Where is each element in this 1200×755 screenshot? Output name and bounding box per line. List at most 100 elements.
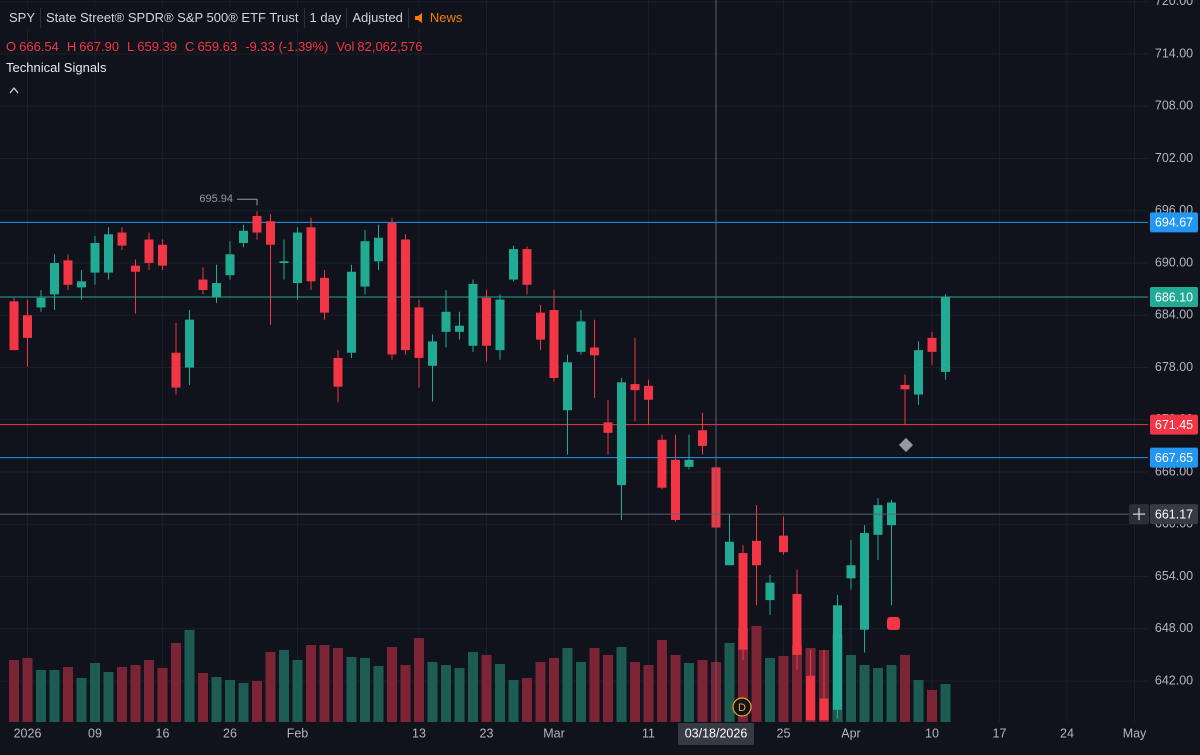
volume-bar: [765, 657, 775, 722]
candle-body: [752, 540, 761, 566]
candle-body: [536, 312, 545, 340]
y-tick-label: 714.00: [1155, 46, 1193, 60]
candle-body: [387, 222, 397, 355]
candle-body: [225, 254, 235, 276]
y-tick-label: 666.00: [1155, 464, 1193, 478]
signal-diamond: [898, 437, 914, 453]
candle-body: [725, 541, 734, 566]
crosshair-date-box: [678, 723, 754, 745]
x-tick-label: 17: [993, 726, 1007, 740]
x-tick-label: 26: [223, 726, 237, 740]
crosshair-label-box: [1150, 504, 1198, 525]
volume-bar: [117, 667, 127, 722]
candle-body: [860, 533, 869, 630]
y-tick-label: 648.00: [1155, 621, 1193, 635]
volume-bar: [495, 664, 505, 722]
symbol-name: State Street® SPDR® S&P 500® ETF Trust: [41, 8, 305, 28]
x-tick-label: 13: [412, 726, 426, 740]
candle-body: [293, 232, 302, 284]
volume-bar: [211, 676, 222, 722]
volume-bar: [697, 659, 708, 722]
crosshair-date: 03/18/2026: [685, 726, 748, 740]
x-tick-label: Apr: [841, 726, 860, 740]
news-button[interactable]: News: [409, 8, 468, 28]
y-tick-label: 678.00: [1155, 360, 1193, 374]
candle-body: [306, 227, 316, 282]
adjusted[interactable]: Adjusted: [347, 8, 409, 28]
candle-body: [428, 341, 437, 366]
x-tick-label: 16: [156, 726, 170, 740]
x-tick-label: May: [1123, 726, 1147, 740]
crosshair-label-text: 661.17: [1155, 507, 1193, 521]
candle-body: [144, 239, 154, 264]
volume-bar: [468, 651, 478, 722]
candle-body: [9, 301, 19, 351]
ohlc-value: 659.39: [137, 39, 178, 54]
candle-body: [414, 307, 424, 358]
high-pointer: [237, 198, 258, 206]
candle-body: [873, 505, 883, 535]
candle-body: [171, 352, 181, 388]
symbol[interactable]: SPY: [4, 8, 42, 28]
volume-bar: [360, 657, 370, 722]
high-label: 695.94: [199, 193, 233, 205]
volume-bar: [130, 664, 141, 722]
ohlc-key: H: [66, 39, 77, 54]
candle-body: [158, 244, 167, 266]
volume-bar: [535, 661, 546, 722]
candle-body: [806, 675, 815, 721]
volume-bar: [684, 662, 694, 722]
candle-body: [563, 362, 572, 411]
candle-body: [441, 311, 451, 332]
volume-bar: [36, 670, 46, 722]
candle-body: [792, 593, 802, 655]
volume-bar: [76, 677, 87, 722]
volume-bar: [225, 679, 235, 722]
volume-bar: [387, 646, 397, 722]
ohlc-value: 666.54: [19, 39, 59, 54]
candle-body: [819, 698, 829, 721]
interval[interactable]: 1 day: [305, 8, 348, 28]
volume-bar: [859, 664, 870, 722]
y-tick-label: 708.00: [1155, 99, 1193, 113]
volume-bar: [63, 667, 73, 722]
volume-bar: [346, 657, 357, 722]
volume-bar: [90, 662, 100, 722]
candle-body: [671, 459, 680, 520]
volume-bar: [886, 664, 897, 722]
candle-body: [846, 565, 856, 579]
x-tick-label: 2026: [14, 726, 42, 740]
volume-bar: [184, 629, 195, 722]
x-tick-label: 23: [480, 726, 494, 740]
ohlc-key: C: [185, 39, 195, 54]
candle-body: [23, 315, 32, 338]
volume-bar: [198, 673, 208, 722]
price-label-box: [1150, 447, 1198, 468]
volume-bar: [643, 664, 654, 722]
ohlc-value: 659.63: [197, 39, 238, 54]
y-tick-label: 654.00: [1155, 569, 1193, 583]
volume-bar: [333, 648, 343, 722]
collapse-caret[interactable]: [9, 86, 19, 94]
volume-bar: [508, 679, 519, 722]
candle-body: [117, 232, 127, 246]
volume-bar: [940, 683, 951, 722]
candle-body: [252, 215, 262, 233]
candle-body: [603, 422, 613, 433]
vol-key: Vol: [336, 39, 355, 54]
add-alert-icon: [1133, 508, 1145, 521]
news-icon: [414, 13, 422, 23]
dividend-marker: [732, 697, 752, 717]
volume-bar: [913, 679, 924, 722]
volume-bar: [414, 637, 424, 722]
volume-bar: [630, 661, 640, 722]
candle-body: [644, 385, 653, 400]
price-label-box: [1150, 286, 1198, 307]
candle-body: [657, 439, 667, 488]
volume-bar: [144, 659, 154, 722]
volume-bar: [49, 670, 60, 722]
volume-bar: [616, 646, 627, 722]
technical-signals[interactable]: Technical Signals: [6, 60, 107, 75]
